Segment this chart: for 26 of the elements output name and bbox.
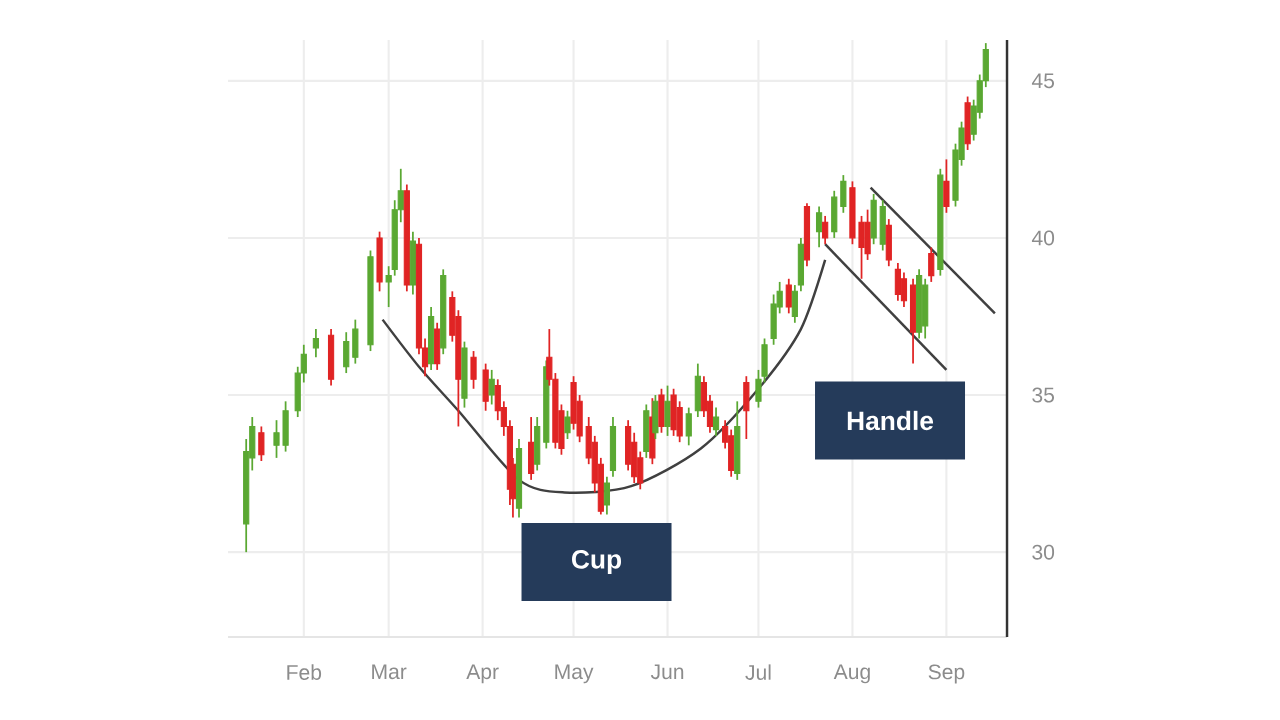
candlestick — [815, 205, 823, 249]
y-tick-label: 35 — [1032, 387, 1055, 403]
x-tick-label: Apr — [466, 664, 499, 684]
y-tick-label: 45 — [1031, 73, 1055, 89]
x-tick-label: Jun — [650, 664, 684, 680]
candlestick — [785, 277, 792, 315]
candlestick — [488, 369, 495, 406]
annotation: Cup — [572, 550, 622, 574]
x-tick-label: Aug — [833, 664, 870, 684]
x-tick-label: Jul — [745, 664, 771, 680]
candlestick — [385, 265, 392, 308]
x-tick-label: Feb — [287, 664, 322, 680]
candlestick — [928, 246, 935, 283]
candlestick — [470, 350, 477, 390]
x-tick-label: Mar — [372, 664, 407, 680]
y-tick-label: 30 — [1032, 544, 1055, 560]
candlestick — [603, 475, 611, 516]
candlestick — [822, 215, 829, 246]
candlestick — [564, 409, 571, 440]
x-tick-label: Sep — [928, 664, 965, 684]
x-tick-label: May — [555, 664, 594, 684]
candlestick — [755, 369, 762, 409]
candlestick — [685, 406, 692, 447]
annotation: Handle — [847, 410, 934, 431]
candlestick — [712, 406, 720, 437]
y-tick-label: 40 — [1031, 230, 1055, 246]
